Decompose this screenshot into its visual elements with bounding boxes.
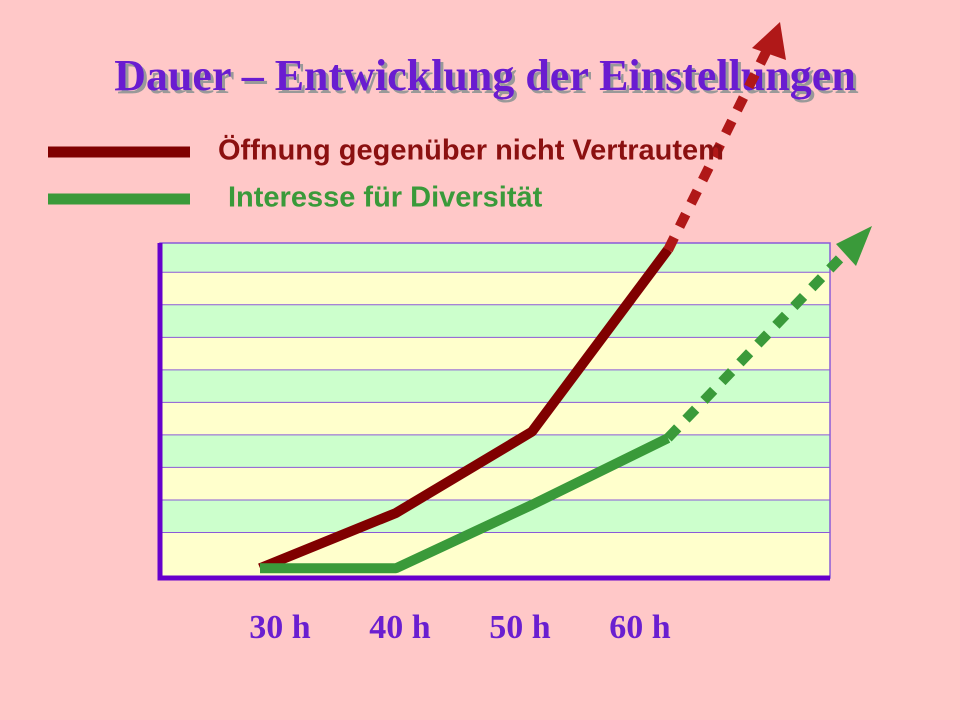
band — [160, 402, 830, 435]
legend-label: Interesse für Diversität — [228, 182, 543, 214]
band — [160, 337, 830, 370]
trend-arrow — [663, 45, 773, 253]
line — [260, 433, 671, 574]
chart-title: Dauer – Entwicklung der Einstellungen — [114, 51, 856, 100]
x-tick-label: 60 h — [609, 609, 671, 646]
x-tick-label: 40 h — [369, 609, 431, 646]
band — [160, 272, 830, 305]
band — [160, 369, 830, 403]
x-tick-label: 50 h — [489, 609, 551, 646]
line — [258, 246, 673, 573]
arrow-head — [836, 226, 872, 266]
lines — [258, 246, 673, 574]
x-tick-label: 30 h — [249, 609, 311, 646]
plot-area — [157, 242, 831, 581]
band — [160, 243, 830, 273]
legend-label: Öffnung gegenüber nicht Vertrautem — [218, 134, 724, 167]
axis — [157, 243, 830, 581]
band — [160, 467, 830, 500]
band — [160, 304, 830, 338]
arrow-head — [752, 22, 786, 60]
trend-arrow — [664, 246, 852, 442]
